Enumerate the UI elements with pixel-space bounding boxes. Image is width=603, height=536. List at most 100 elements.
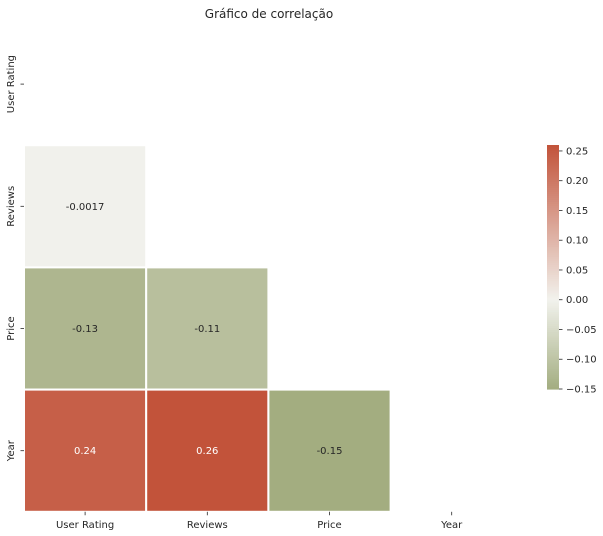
heatmap-cell-price-user-rating [23,266,148,391]
colorbar-segment [547,234,559,238]
heatmap-axes: User Rating Reviews Price Year User Rating Re… [6,55,463,531]
colorbar-segment [547,303,559,307]
colorbar-segment [547,301,559,305]
colorbar-segment [547,356,559,360]
colorbar-segment [547,330,559,333]
heatmap-cell-year-price [267,388,392,513]
colorbar-segment [547,201,559,205]
colorbar-segment [547,252,559,256]
colorbar-segment [547,157,559,160]
colorbar-segment [547,220,559,223]
chart-title: Gráfico de correlação [205,7,333,21]
colorbar-segment [547,289,559,292]
colorbar-segment [547,187,559,191]
cell-value-label: 0.24 [74,446,96,457]
colorbar-segment [547,360,559,364]
colorbar-segment [547,238,559,242]
colorbar-segment [547,191,559,195]
cell-value-label: -0.0017 [66,202,105,213]
y-tick-label-price: Price [6,316,17,340]
colorbar-segment [547,348,559,351]
colorbar-segment [547,334,559,337]
colorbar-segment [547,291,559,295]
colorbar-segment [547,352,559,356]
colorbar-segment [547,313,559,317]
colorbar-segment [547,382,559,386]
colorbar: −0.15 −0.10 −0.05 0.00 0.05 0.10 0.15 0.20 0.25 [547,145,597,396]
colorbar-segment [547,167,559,170]
colorbar-segment [547,368,559,372]
colorbar-segment [547,197,559,201]
colorbar-segment [547,321,559,325]
colorbar-segment [547,254,559,258]
colorbar-segment [547,362,559,366]
y-tick-label-reviews: Reviews [6,186,17,227]
colorbar-segment [547,189,559,193]
colorbar-segment [547,210,559,213]
colorbar-segment [547,222,559,225]
colorbar-segment [547,206,559,209]
colorbar-segment [547,325,559,329]
colorbar-segment [547,175,559,179]
colorbar-segment [547,199,559,203]
colorbar-segment [547,195,559,199]
colorbar-segment [547,350,559,353]
colorbar-tick-label: 0.00 [566,295,588,306]
colorbar-segment [547,155,559,158]
colorbar-segment [547,216,559,219]
colorbar-segment [547,295,559,299]
colorbar-segment [547,378,559,382]
colorbar-segment [547,277,559,280]
colorbar-segment [547,149,559,152]
x-tick-label-year: Year [440,520,463,531]
colorbar-segment [547,364,559,368]
colorbar-segment [547,262,559,266]
colorbar-segment [547,226,559,229]
colorbar-segment [547,147,559,150]
colorbar-segment [547,246,559,250]
colorbar-segment [547,260,559,264]
cell-value-label: -0.11 [194,324,220,335]
colorbar-segment [547,258,559,262]
colorbar-segment [547,285,559,288]
colorbar-segment [547,273,559,276]
colorbar-segment [547,372,559,376]
colorbar-segment [547,293,559,297]
colorbar-segment [547,309,559,313]
colorbar-segment [547,319,559,323]
colorbar-segment [547,224,559,227]
heatmap-cell-reviews-user-rating [23,144,148,269]
colorbar-segment [547,269,559,272]
colorbar-segment [547,376,559,380]
colorbar-segment [547,165,559,168]
colorbar-segment [547,256,559,260]
colorbar-segment [547,287,559,290]
x-tick-label-reviews: Reviews [187,520,228,531]
colorbar-segment [547,346,559,349]
colorbar-segment [547,171,559,175]
colorbar-segment [547,354,559,358]
colorbar-segment [547,332,559,335]
colorbar-segment [547,181,559,185]
cell-value-label: -0.13 [72,324,98,335]
y-tick-label-year: Year [6,439,17,462]
colorbar-segment [547,275,559,278]
colorbar-segment [547,358,559,362]
colorbar-tick-label: −0.10 [566,355,597,366]
colorbar-segment [547,242,559,246]
colorbar-segment [547,244,559,248]
heatmap-cells [23,144,392,513]
colorbar-segment [547,264,559,268]
x-tick-label-user-rating: User Rating [56,520,114,531]
heatmap-cell-labels: -0.0017 -0.13 -0.11 0.24 0.26 -0.15 [66,202,343,457]
colorbar-segment [547,366,559,370]
colorbar-segment [547,240,559,244]
colorbar-segment [547,340,559,343]
colorbar-segment [547,315,559,319]
cell-value-label: 0.26 [196,446,218,457]
colorbar-segment [547,151,559,154]
colorbar-segment [547,344,559,347]
cell-value-label: -0.15 [317,446,343,457]
colorbar-segment [547,328,559,331]
